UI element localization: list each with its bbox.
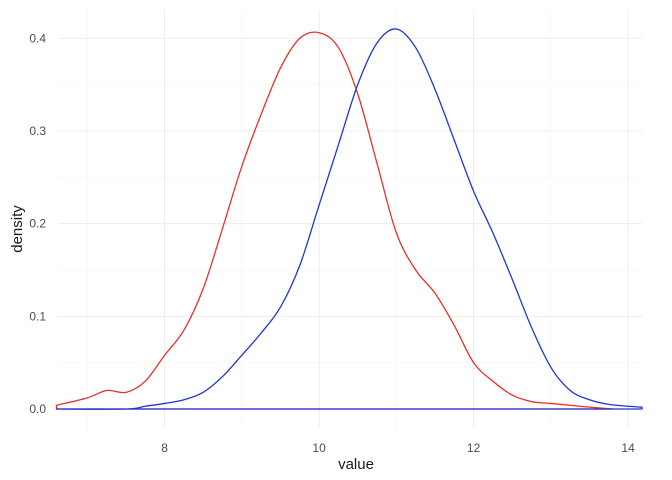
density-curves <box>55 28 643 410</box>
y-tick-label: 0.3 <box>29 124 46 138</box>
y-tick-label: 0.0 <box>29 402 46 416</box>
density-curve-1 <box>55 31 614 410</box>
x-tick-label: 10 <box>312 441 326 455</box>
x-tick-label: 14 <box>621 441 635 455</box>
x-axis-title: value <box>338 456 374 473</box>
y-tick-label: 0.1 <box>29 309 46 323</box>
y-axis-title: density <box>9 205 26 253</box>
y-axis-ticks: 0.0 0.1 0.2 0.3 0.4 <box>29 31 46 416</box>
x-axis-ticks: 8 10 12 14 <box>161 441 635 455</box>
y-tick-label: 0.2 <box>29 217 46 231</box>
x-tick-label: 12 <box>467 441 481 455</box>
x-tick-label: 8 <box>161 441 168 455</box>
density-curve-2 <box>55 28 643 410</box>
y-tick-label: 0.4 <box>29 31 46 45</box>
